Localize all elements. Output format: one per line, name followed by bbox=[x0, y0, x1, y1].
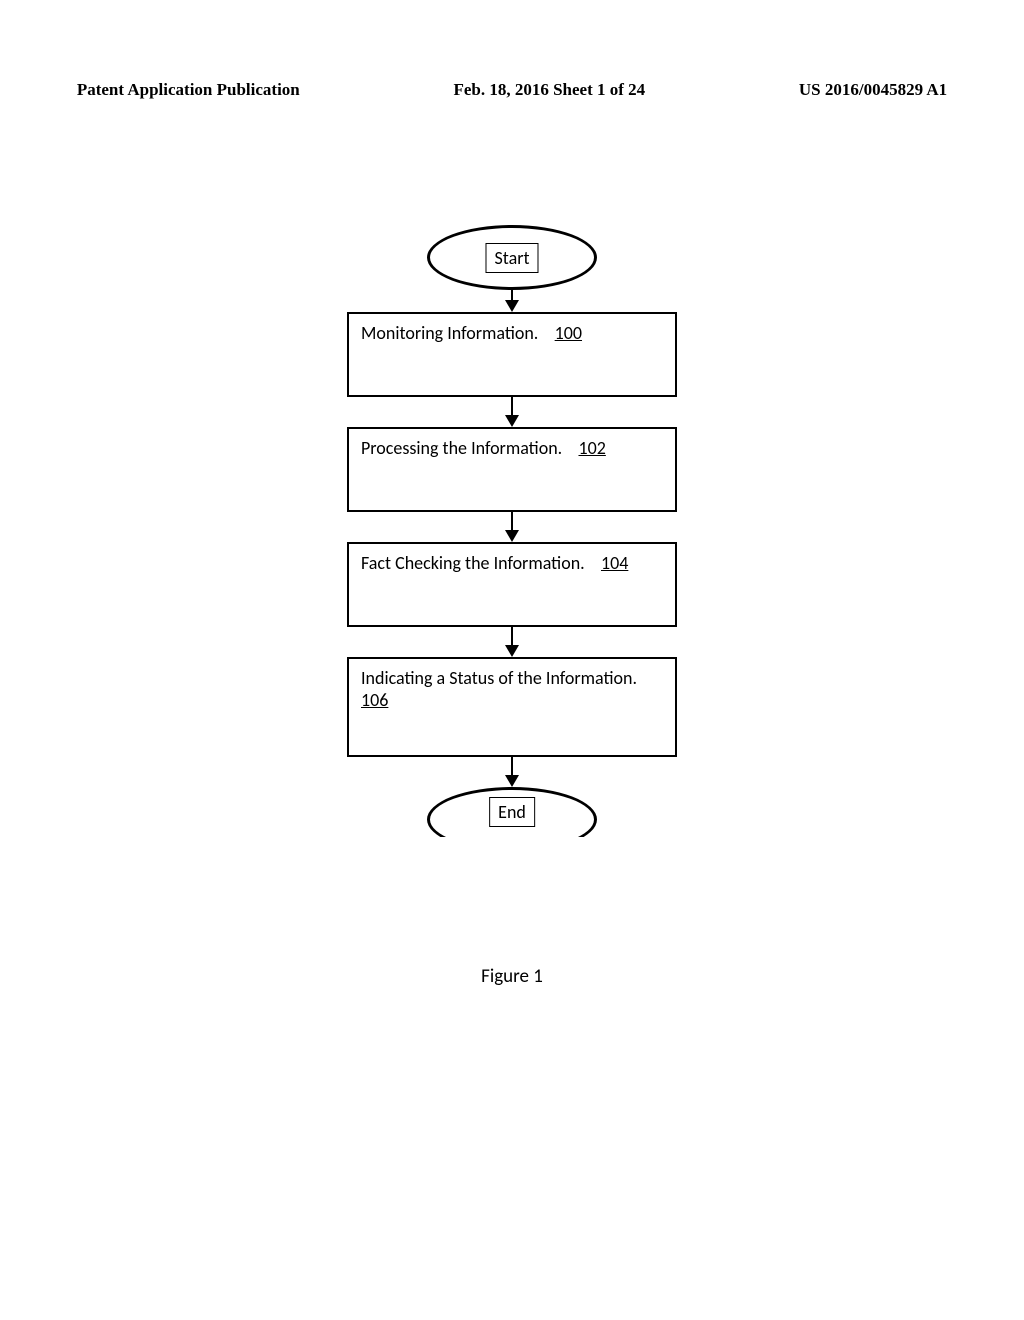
process-box-100: Monitoring Information. 100 bbox=[347, 312, 677, 397]
end-terminator: End bbox=[427, 787, 597, 837]
arrow-104-to-106 bbox=[505, 627, 519, 657]
end-label: End bbox=[489, 797, 535, 827]
header-left: Patent Application Publication bbox=[77, 80, 300, 100]
arrow-100-to-102 bbox=[505, 397, 519, 427]
header-center: Feb. 18, 2016 Sheet 1 of 24 bbox=[453, 80, 645, 100]
arrow-head-icon bbox=[505, 415, 519, 427]
page-header: Patent Application Publication Feb. 18, … bbox=[0, 80, 1024, 100]
figure-caption: Figure 1 bbox=[481, 965, 543, 988]
header-right: US 2016/0045829 A1 bbox=[799, 80, 947, 100]
arrow-line bbox=[511, 627, 513, 645]
process-ref: 104 bbox=[601, 552, 628, 574]
arrow-line bbox=[511, 512, 513, 530]
flowchart-container: Start Monitoring Information. 100 Proces… bbox=[347, 225, 677, 837]
arrow-head-icon bbox=[505, 645, 519, 657]
arrow-start-to-100 bbox=[505, 290, 519, 312]
arrow-line bbox=[511, 397, 513, 415]
process-text: Fact Checking the Information. bbox=[361, 552, 585, 574]
process-box-106: Indicating a Status of the Information. … bbox=[347, 657, 677, 757]
arrow-head-icon bbox=[505, 300, 519, 312]
arrow-line bbox=[511, 290, 513, 300]
arrow-head-icon bbox=[505, 530, 519, 542]
arrow-106-to-end bbox=[505, 757, 519, 787]
process-ref: 100 bbox=[555, 322, 582, 344]
arrow-102-to-104 bbox=[505, 512, 519, 542]
process-box-102: Processing the Information. 102 bbox=[347, 427, 677, 512]
process-text: Monitoring Information. bbox=[361, 322, 538, 344]
arrow-head-icon bbox=[505, 775, 519, 787]
process-box-104: Fact Checking the Information. 104 bbox=[347, 542, 677, 627]
process-text: Processing the Information. bbox=[361, 437, 562, 459]
process-text: Indicating a Status of the Information. bbox=[361, 667, 637, 689]
arrow-line bbox=[511, 757, 513, 775]
process-ref: 102 bbox=[578, 437, 605, 459]
start-terminator: Start bbox=[427, 225, 597, 290]
process-ref: 106 bbox=[361, 689, 388, 711]
start-label: Start bbox=[485, 243, 538, 273]
